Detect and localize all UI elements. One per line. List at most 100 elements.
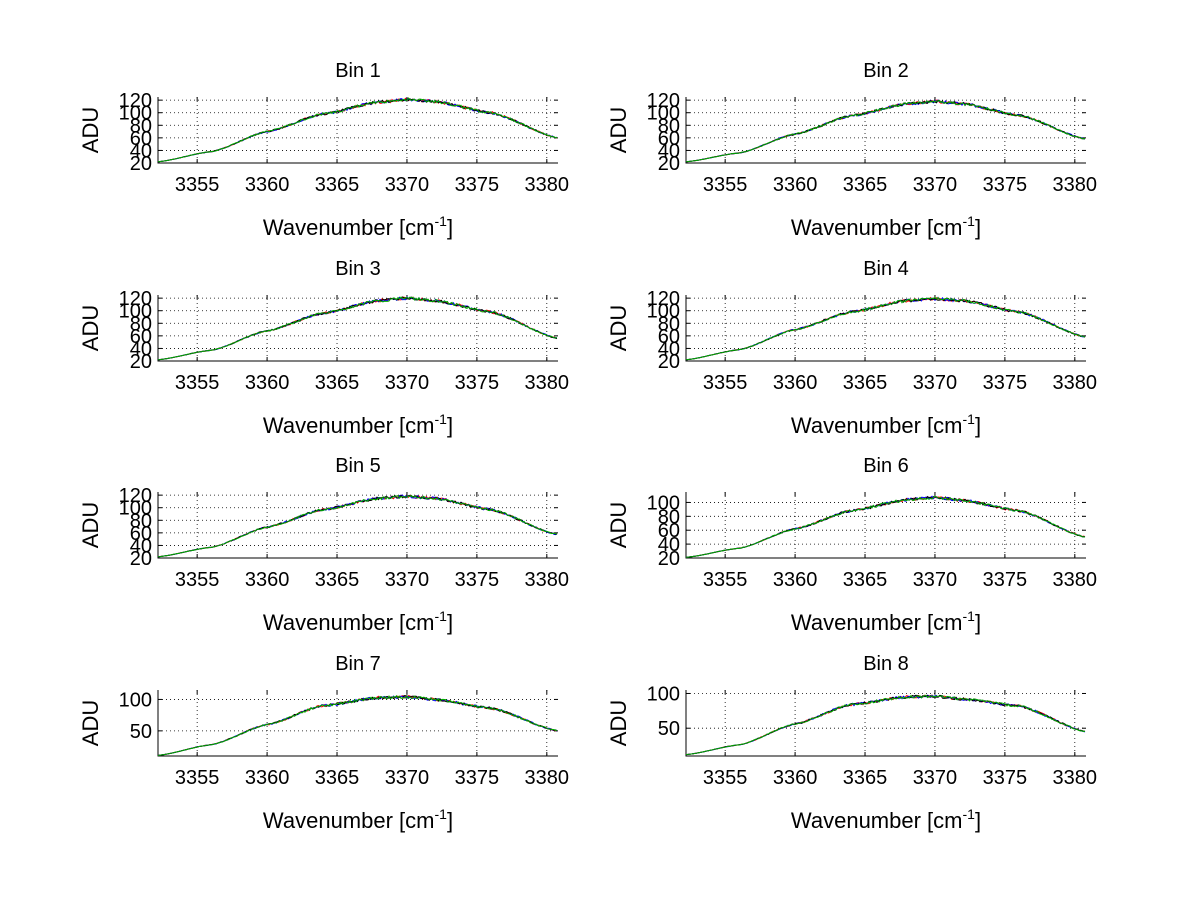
y-tick-label: 100 [119,301,152,323]
y-tick-label: 40 [130,140,152,162]
y-tick-label: 20 [130,153,152,175]
y-tick-label: 20 [130,548,152,570]
subplot-title: Bin 6 [863,455,909,477]
y-tick-label: 120 [119,288,152,310]
x-tick-label: 3375 [983,174,1028,196]
series-line-2 [686,296,1086,361]
x-axis-label: Wavenumber [cm-1] [263,411,453,438]
y-tick-label: 40 [130,535,152,557]
x-tick-label: 3360 [773,174,818,196]
y-tick-label: 20 [658,548,680,570]
x-tick-label: 3360 [245,372,290,394]
plot-axes [685,690,1086,757]
y-tick-label: 60 [130,523,152,545]
x-tick-label: 3365 [843,767,888,789]
y-axis-label: ADU [78,502,103,548]
y-tick-label: 40 [658,140,680,162]
x-tick-label: 3365 [315,174,360,196]
x-tick-label: 3380 [525,767,570,789]
x-tick-label: 3375 [455,372,500,394]
subplot-title: Bin 5 [335,455,381,477]
series-line-2 [686,694,1086,756]
y-tick-label: 80 [658,506,680,528]
series-line-3 [158,296,558,361]
x-axis-label: Wavenumber [cm-1] [263,806,453,833]
x-tick-label: 3380 [525,372,570,394]
x-tick-label: 3370 [385,174,430,196]
series-line-4 [158,694,557,756]
series-line-1 [686,496,1086,558]
x-tick-label: 3360 [773,372,818,394]
series-line-3 [158,98,558,163]
x-tick-label: 3380 [525,174,570,196]
y-tick-label: 60 [130,326,152,348]
x-tick-label: 3360 [245,767,290,789]
series-line-4 [686,99,1086,163]
series-line-1 [158,694,558,756]
series-line-3 [158,695,558,756]
x-tick-label: 3365 [315,372,360,394]
x-tick-label: 3355 [703,569,748,591]
y-tick-label: 120 [119,485,152,507]
subplot-title: Bin 1 [335,60,381,82]
series-line-2 [158,97,558,163]
x-tick-label: 3375 [455,174,500,196]
y-tick-label: 100 [647,683,680,705]
series-line-2 [158,695,558,756]
subplot-title: Bin 2 [863,60,909,82]
x-tick-label: 3375 [983,767,1028,789]
x-tick-label: 3370 [385,372,430,394]
x-tick-label: 3380 [1053,174,1098,196]
y-tick-label: 40 [658,338,680,360]
y-tick-label: 50 [658,718,680,740]
y-tick-label: 80 [658,115,680,137]
x-tick-label: 3370 [385,569,430,591]
series-line-3 [686,99,1086,163]
x-tick-label: 3370 [913,767,958,789]
y-tick-label: 20 [658,153,680,175]
y-tick-label: 100 [647,301,680,323]
x-tick-label: 3380 [1053,372,1098,394]
subplot-3: Bin 3 3355 3360 3365 3370 3375 3380 20406080100… [78,258,569,438]
y-axis-label: ADU [606,305,631,351]
y-axis-label: ADU [78,305,103,351]
x-tick-label: 3355 [175,372,220,394]
x-axis-label: Wavenumber [cm-1] [791,213,981,240]
series-line-3 [686,495,1086,558]
x-tick-label: 3380 [525,569,570,591]
series-line-3 [686,297,1086,361]
x-tick-label: 3380 [1053,767,1098,789]
y-tick-label: 80 [130,115,152,137]
y-tick-label: 80 [130,510,152,532]
series-line-1 [158,97,558,163]
series-line-3 [686,694,1086,756]
x-tick-label: 3365 [315,767,360,789]
series-line-4 [686,694,1086,756]
x-axis-label: Wavenumber [cm-1] [791,608,981,635]
series-line-1 [686,296,1086,361]
y-tick-label: 120 [647,90,680,112]
y-tick-label: 60 [658,520,680,542]
x-axis-label: Wavenumber [cm-1] [263,213,453,240]
x-axis-label: Wavenumber [cm-1] [791,806,981,833]
subplot-7: Bin 7 3355 3360 3365 3370 3375 3380 50 100 Wavenu… [78,653,569,833]
x-tick-label: 3365 [843,372,888,394]
y-tick-label: 120 [119,90,152,112]
y-tick-label: 100 [119,689,152,711]
series-line-4 [686,495,1086,558]
series-line-3 [158,494,558,558]
x-tick-label: 3355 [703,372,748,394]
y-tick-label: 100 [647,103,680,125]
series-line-1 [686,694,1086,756]
y-tick-label: 60 [130,128,152,150]
series-line-1 [686,99,1085,163]
y-tick-label: 120 [647,288,680,310]
subplot-title: Bin 3 [335,258,381,280]
subplot-5: Bin 5 3355 3360 3365 3370 3375 3380 20406080100… [78,455,569,635]
subplot-1: Bin 1 3355 3360 3365 3370 3375 3380 20406080100… [78,60,569,240]
y-tick-label: 40 [130,338,152,360]
x-tick-label: 3360 [245,569,290,591]
subplot-2: Bin 2 3355 3360 3365 3370 3375 3380 20406080100… [606,60,1097,240]
x-tick-label: 3355 [175,767,220,789]
